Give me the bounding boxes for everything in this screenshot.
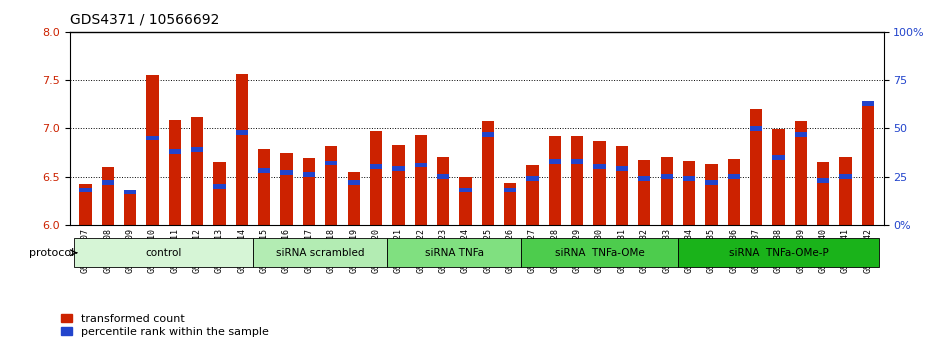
Bar: [437, 157, 449, 225]
Text: siRNA scrambled: siRNA scrambled: [276, 248, 365, 258]
Bar: [705, 164, 718, 225]
Bar: [213, 162, 226, 225]
Bar: [683, 176, 695, 181]
Bar: [370, 165, 382, 169]
Bar: [348, 180, 360, 185]
Bar: [326, 146, 338, 225]
Bar: [253, 238, 387, 267]
Bar: [526, 165, 538, 225]
Bar: [213, 184, 226, 189]
Bar: [79, 184, 91, 225]
Bar: [504, 188, 516, 193]
Bar: [101, 180, 113, 185]
Bar: [370, 131, 382, 225]
Text: protocol: protocol: [29, 248, 74, 258]
Bar: [817, 178, 830, 183]
Bar: [146, 75, 159, 225]
Bar: [840, 157, 852, 225]
Bar: [482, 121, 494, 225]
Bar: [191, 117, 204, 225]
Text: siRNA  TNFa-OMe: siRNA TNFa-OMe: [554, 248, 644, 258]
Bar: [683, 161, 695, 225]
Bar: [459, 188, 472, 193]
Bar: [482, 132, 494, 137]
Bar: [326, 161, 338, 165]
Bar: [549, 136, 561, 225]
Bar: [616, 146, 628, 225]
Legend: transformed count, percentile rank within the sample: transformed count, percentile rank withi…: [61, 314, 269, 337]
Bar: [101, 167, 113, 225]
Bar: [168, 149, 181, 154]
Bar: [794, 121, 807, 225]
Bar: [862, 101, 874, 105]
Bar: [259, 149, 271, 225]
Bar: [235, 130, 248, 135]
Bar: [750, 109, 763, 225]
Bar: [281, 170, 293, 175]
Bar: [281, 153, 293, 225]
Bar: [616, 166, 628, 171]
Bar: [638, 176, 650, 181]
Bar: [168, 120, 181, 225]
Bar: [303, 172, 315, 177]
Bar: [526, 176, 538, 181]
Bar: [638, 160, 650, 225]
Text: control: control: [145, 248, 182, 258]
Bar: [678, 238, 879, 267]
Bar: [593, 141, 605, 225]
Bar: [817, 162, 830, 225]
Bar: [571, 136, 583, 225]
Bar: [705, 180, 718, 185]
Bar: [235, 74, 248, 225]
Bar: [727, 174, 740, 179]
Bar: [392, 166, 405, 171]
Bar: [387, 238, 522, 267]
Bar: [727, 159, 740, 225]
Bar: [772, 155, 785, 160]
Bar: [259, 169, 271, 173]
Text: GDS4371 / 10566692: GDS4371 / 10566692: [70, 12, 219, 27]
Text: siRNA  TNFa-OMe-P: siRNA TNFa-OMe-P: [728, 248, 829, 258]
Bar: [74, 238, 253, 267]
Bar: [124, 190, 137, 225]
Bar: [348, 172, 360, 225]
Bar: [772, 129, 785, 225]
Bar: [459, 177, 472, 225]
Bar: [660, 157, 672, 225]
Bar: [593, 165, 605, 169]
Bar: [79, 188, 91, 193]
Bar: [549, 159, 561, 164]
Bar: [862, 103, 874, 225]
Bar: [191, 147, 204, 152]
Bar: [124, 190, 137, 194]
Bar: [750, 126, 763, 131]
Bar: [303, 158, 315, 225]
Bar: [437, 174, 449, 179]
Bar: [794, 132, 807, 137]
Bar: [660, 174, 672, 179]
Text: siRNA TNFa: siRNA TNFa: [425, 248, 484, 258]
Bar: [571, 159, 583, 164]
Bar: [392, 145, 405, 225]
Bar: [840, 174, 852, 179]
Bar: [522, 238, 678, 267]
Bar: [146, 136, 159, 141]
Bar: [415, 162, 427, 167]
Bar: [415, 135, 427, 225]
Bar: [504, 183, 516, 225]
